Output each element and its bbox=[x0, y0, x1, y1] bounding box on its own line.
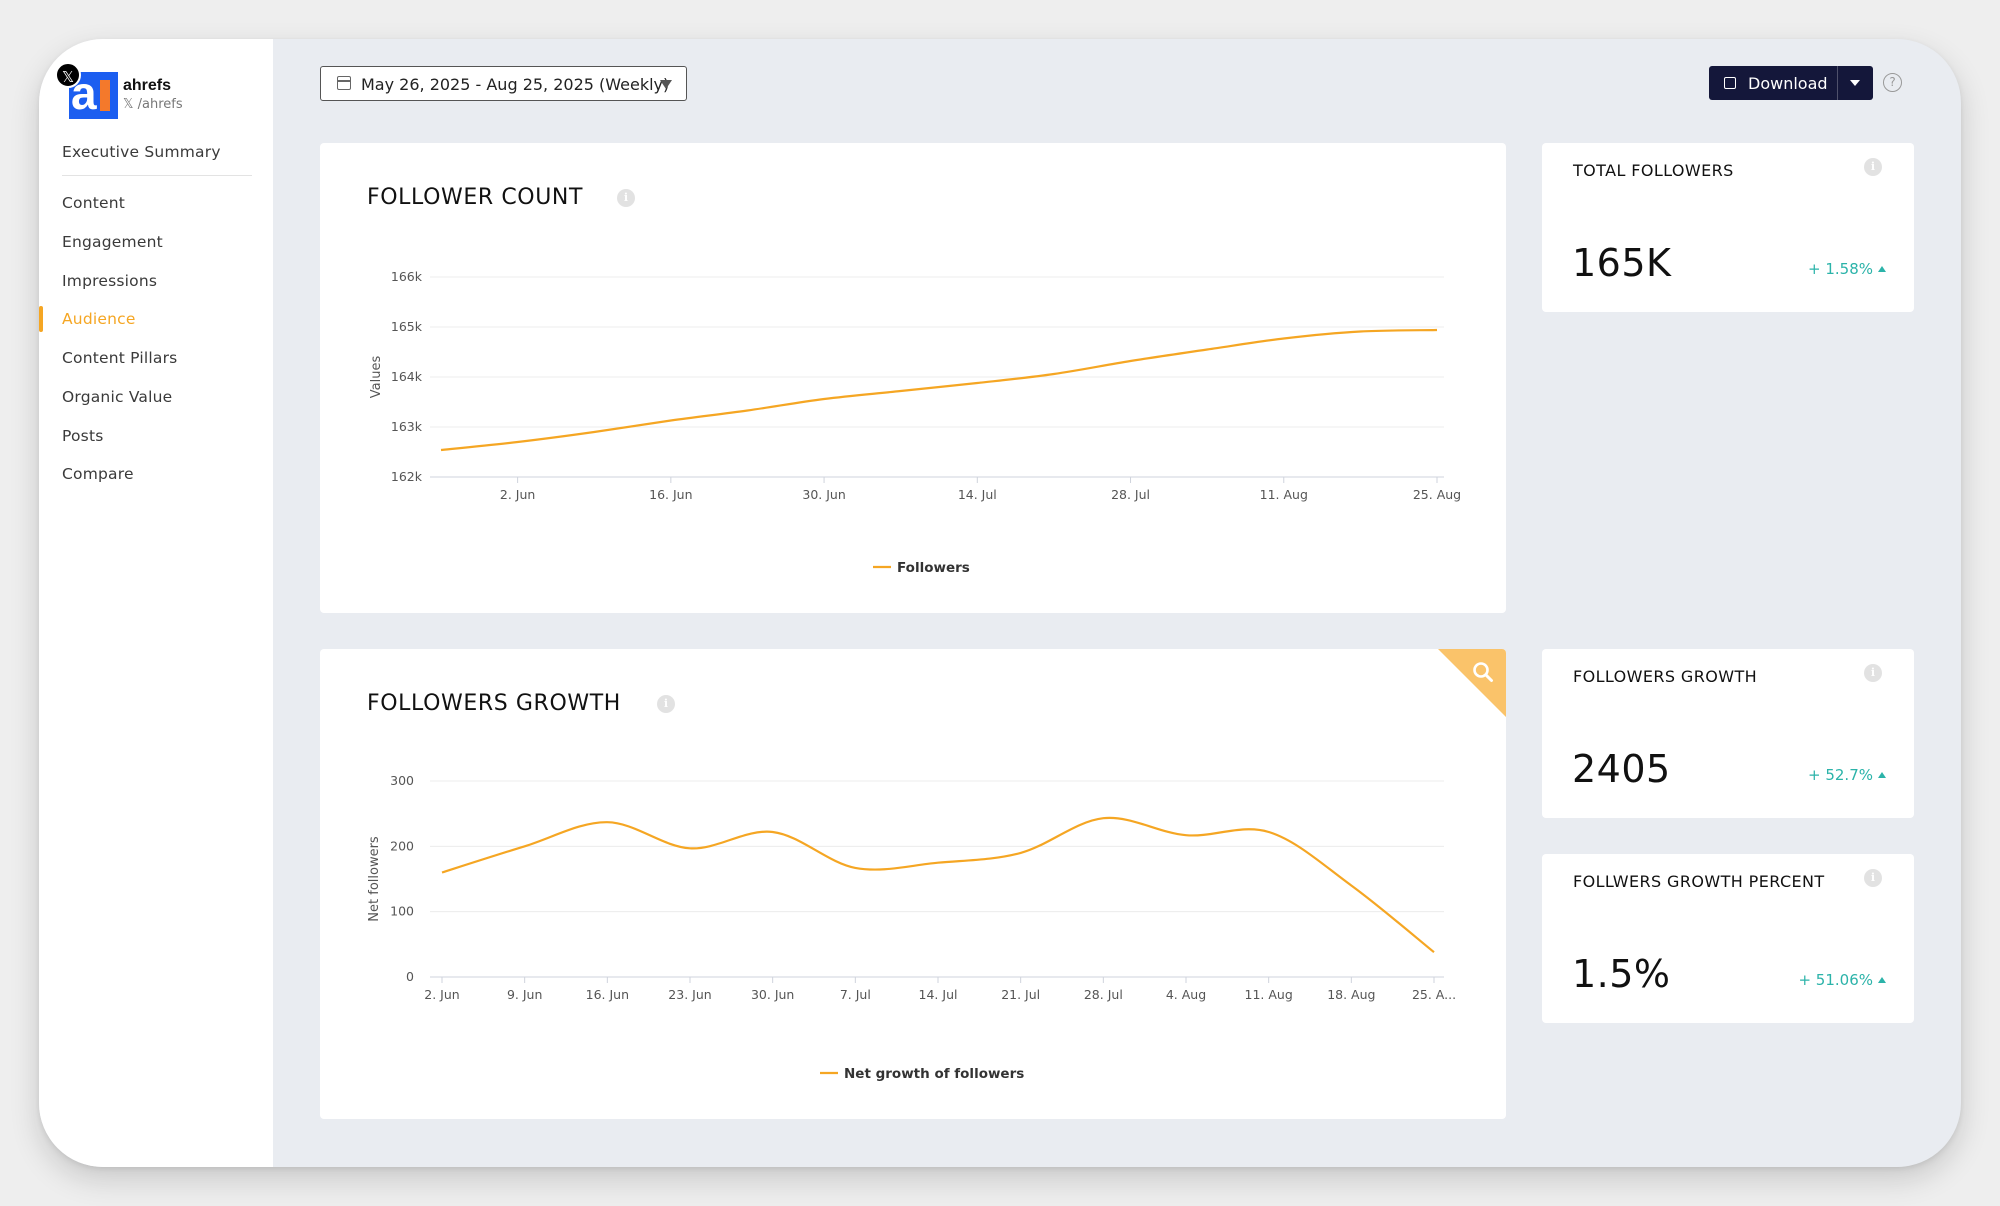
legend-label: Followers bbox=[897, 560, 970, 576]
nav-divider bbox=[62, 175, 252, 176]
kpi-change: + 52.7% bbox=[1808, 766, 1886, 784]
profile-header[interactable]: a 𝕏 ahrefs 𝕏 /ahrefs bbox=[47, 52, 267, 119]
sidebar-item-executive-summary[interactable]: Executive Summary bbox=[62, 143, 221, 161]
kpi-change: + 1.58% bbox=[1808, 260, 1886, 278]
y-axis-title: Values bbox=[369, 356, 384, 399]
button-divider bbox=[1837, 66, 1838, 100]
info-icon[interactable]: i bbox=[1864, 158, 1882, 176]
kpi-value: 1.5% bbox=[1572, 952, 1671, 996]
legend-label: Net growth of followers bbox=[844, 1066, 1024, 1082]
kpi-change-text: + 1.58% bbox=[1808, 260, 1873, 278]
x-platform-icon: 𝕏 bbox=[55, 62, 81, 88]
kpi-change-text: + 51.06% bbox=[1798, 971, 1873, 989]
kpi-change-text: + 52.7% bbox=[1808, 766, 1873, 784]
info-icon[interactable]: i bbox=[617, 189, 635, 207]
sidebar-item-content[interactable]: Content bbox=[62, 194, 126, 212]
kpi-title: FOLLOWERS GROWTH bbox=[1573, 667, 1758, 686]
sidebar: a 𝕏 ahrefs 𝕏 /ahrefs Executive Summary C… bbox=[39, 39, 273, 1167]
kpi-title: FOLLWERS GROWTH PERCENT bbox=[1573, 872, 1825, 891]
download-icon bbox=[1724, 77, 1736, 89]
profile-handle: 𝕏 /ahrefs bbox=[123, 97, 183, 112]
followers-growth-card: FOLLOWERS GROWTH i 0 100 200 300 2. Jun 9. Ju… bbox=[320, 649, 1506, 1119]
zoom-corner-flag[interactable] bbox=[1438, 649, 1506, 717]
sidebar-item-content-pillars[interactable]: Content Pillars bbox=[62, 349, 178, 367]
series-line bbox=[440, 328, 1438, 452]
download-label: Download bbox=[1748, 74, 1828, 93]
follower-count-card: FOLLOWER COUNT i 162k 163k 164k 165k 166k 2. … bbox=[320, 143, 1506, 613]
kpi-value: 2405 bbox=[1572, 747, 1671, 791]
x-tick-label: 30. Jun bbox=[751, 987, 794, 1002]
x-tick-label: 23. Jun bbox=[668, 987, 711, 1002]
y-axis-title: Net followers bbox=[367, 836, 382, 922]
x-tick-label: 11. Aug bbox=[1245, 987, 1293, 1002]
x-tick-label: 18. Aug bbox=[1327, 987, 1375, 1002]
download-button[interactable]: Download bbox=[1709, 66, 1873, 100]
x-tick-label: 11. Aug bbox=[1260, 487, 1308, 502]
y-tick-label: 163k bbox=[391, 419, 423, 434]
active-indicator bbox=[39, 306, 43, 332]
y-tick-label: 200 bbox=[390, 838, 414, 853]
card-title: FOLLOWER COUNT bbox=[367, 185, 584, 210]
y-tick-label: 300 bbox=[390, 773, 414, 788]
y-tick-label: 165k bbox=[391, 319, 423, 334]
series-line bbox=[441, 816, 1435, 954]
follower-count-chart: 162k 163k 164k 165k 166k 2. Jun 16. Jun 30. Jun… bbox=[369, 269, 1461, 576]
x-tick-label: 25. Aug bbox=[1413, 487, 1461, 502]
help-icon[interactable]: ? bbox=[1883, 73, 1902, 92]
chevron-down-icon bbox=[660, 80, 672, 89]
y-tick-label: 164k bbox=[391, 369, 423, 384]
x-tick-label: 16. Jun bbox=[586, 987, 629, 1002]
x-tick-label: 4. Aug bbox=[1166, 987, 1206, 1002]
profile-name: ahrefs bbox=[123, 77, 172, 94]
followers-growth-percent-kpi-card: FOLLWERS GROWTH PERCENT i 1.5% + 51.06% bbox=[1542, 854, 1914, 1023]
search-icon[interactable] bbox=[1472, 661, 1494, 683]
sidebar-item-impressions[interactable]: Impressions bbox=[62, 272, 158, 290]
x-tick-label: 14. Jul bbox=[919, 987, 958, 1002]
kpi-value: 165K bbox=[1572, 241, 1672, 285]
x-tick-label: 21. Jul bbox=[1001, 987, 1040, 1002]
y-tick-label: 0 bbox=[406, 969, 414, 984]
x-tick-label: 25. A... bbox=[1412, 987, 1456, 1002]
x-tick-label: 30. Jun bbox=[802, 487, 845, 502]
x-tick-label: 2. Jun bbox=[500, 487, 535, 502]
x-tick-label: 9. Jun bbox=[507, 987, 542, 1002]
kpi-change: + 51.06% bbox=[1798, 971, 1886, 989]
app-window: a 𝕏 ahrefs 𝕏 /ahrefs Executive Summary C… bbox=[39, 39, 1961, 1167]
info-icon[interactable]: i bbox=[1864, 664, 1882, 682]
trend-up-icon bbox=[1878, 772, 1886, 778]
x-tick-label: 16. Jun bbox=[649, 487, 692, 502]
info-icon[interactable]: i bbox=[1864, 869, 1882, 887]
x-tick-label: 7. Jul bbox=[840, 987, 871, 1002]
sidebar-item-compare[interactable]: Compare bbox=[62, 465, 134, 483]
date-range-picker[interactable]: May 26, 2025 - Aug 25, 2025 (Weekly) bbox=[320, 66, 687, 101]
followers-growth-chart: 0 100 200 300 2. Jun 9. Jun 16. Jun 23. Jun 30. … bbox=[367, 773, 1456, 1082]
sidebar-item-posts[interactable]: Posts bbox=[62, 427, 104, 445]
download-menu-chevron-icon[interactable] bbox=[1850, 80, 1860, 86]
x-tick-label: 14. Jul bbox=[958, 487, 997, 502]
x-tick-label: 28. Jul bbox=[1111, 487, 1150, 502]
sidebar-item-engagement[interactable]: Engagement bbox=[62, 233, 163, 251]
y-tick-label: 166k bbox=[391, 269, 423, 284]
y-tick-label: 100 bbox=[390, 904, 414, 919]
trend-up-icon bbox=[1878, 266, 1886, 272]
sidebar-item-audience[interactable]: Audience bbox=[62, 310, 136, 328]
info-icon[interactable]: i bbox=[657, 695, 675, 713]
kpi-title: TOTAL FOLLOWERS bbox=[1573, 161, 1734, 180]
trend-up-icon bbox=[1878, 977, 1886, 983]
y-tick-label: 162k bbox=[391, 469, 423, 484]
x-tick-label: 2. Jun bbox=[424, 987, 459, 1002]
card-title: FOLLOWERS GROWTH bbox=[367, 691, 621, 716]
calendar-icon bbox=[337, 76, 351, 90]
followers-growth-kpi-card: FOLLOWERS GROWTH i 2405 + 52.7% bbox=[1542, 649, 1914, 818]
sidebar-item-organic-value[interactable]: Organic Value bbox=[62, 388, 173, 406]
date-range-label: May 26, 2025 - Aug 25, 2025 (Weekly) bbox=[361, 75, 670, 94]
total-followers-kpi-card: TOTAL FOLLOWERS i 165K + 1.58% bbox=[1542, 143, 1914, 312]
x-tick-label: 28. Jul bbox=[1084, 987, 1123, 1002]
